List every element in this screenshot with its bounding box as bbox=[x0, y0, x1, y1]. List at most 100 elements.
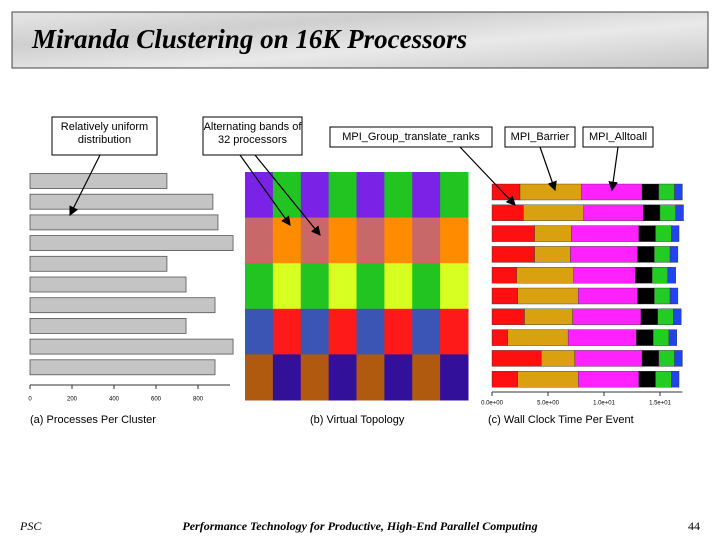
caption: (a) Processes Per Cluster bbox=[30, 414, 156, 426]
bar-segment bbox=[491, 308, 525, 325]
topology-cell bbox=[440, 354, 469, 401]
arrow bbox=[254, 154, 321, 236]
bar-segment bbox=[491, 329, 508, 346]
bar-segment bbox=[668, 329, 678, 346]
topology-cell bbox=[272, 354, 302, 401]
topology-cell bbox=[412, 172, 441, 219]
footer-center: Performance Technology for Productive, H… bbox=[182, 519, 537, 533]
callout-box bbox=[329, 126, 493, 148]
bar bbox=[29, 359, 216, 376]
figure: 0 200 400 600 800 (a) Processes Per Cluster (b… bbox=[28, 172, 684, 426]
callout: Relatively uniform distribution bbox=[60, 121, 149, 146]
bar-segment bbox=[674, 350, 683, 367]
slide-title: Miranda Clustering on 16K Processors bbox=[31, 24, 467, 54]
topology-cell bbox=[356, 308, 385, 355]
topology-cell bbox=[356, 217, 385, 264]
bar bbox=[29, 317, 187, 334]
bar-segment bbox=[491, 183, 521, 201]
topology-cell bbox=[356, 354, 385, 401]
topology-cell bbox=[300, 217, 330, 264]
x-tick-label: 1.0e+01 bbox=[593, 401, 616, 407]
bar bbox=[29, 297, 216, 314]
bar-segment bbox=[659, 204, 676, 222]
bar-segment bbox=[507, 329, 569, 346]
bar-segment bbox=[669, 287, 679, 305]
title-bar bbox=[11, 11, 709, 69]
bar-segment bbox=[534, 225, 572, 242]
bar bbox=[29, 235, 234, 252]
x-tick-label: 600 bbox=[151, 397, 162, 403]
x-tick-label: 0.0e+00 bbox=[481, 401, 504, 407]
bar-segment bbox=[583, 204, 644, 222]
bar bbox=[29, 193, 214, 210]
arrow bbox=[239, 154, 291, 226]
page-number: 44 bbox=[688, 519, 700, 533]
bar-segment bbox=[641, 350, 660, 367]
bar-segment bbox=[491, 287, 518, 305]
bar-segment bbox=[658, 183, 675, 201]
topology-cell bbox=[384, 354, 413, 401]
callout-text: Relatively uniform distribution bbox=[60, 121, 149, 146]
bar-segment bbox=[636, 329, 654, 346]
bar-segment bbox=[637, 246, 655, 263]
bar-segment bbox=[574, 350, 643, 367]
bar-segment bbox=[674, 183, 683, 201]
topology-cell bbox=[328, 308, 357, 355]
bar-segment bbox=[654, 246, 671, 263]
bar-segment bbox=[640, 308, 658, 325]
callout-text: MPI_Barrier bbox=[511, 131, 570, 143]
arrows bbox=[69, 146, 619, 236]
footer-left: PSC bbox=[19, 519, 42, 533]
bar-segment bbox=[654, 287, 671, 305]
bar-segment bbox=[657, 308, 674, 325]
callout-text: MPI_Group_translate_ranks bbox=[342, 131, 480, 143]
bar-segment bbox=[524, 308, 573, 325]
topology-cell bbox=[412, 308, 441, 355]
bar-segment bbox=[635, 267, 653, 284]
topology-cell bbox=[384, 172, 413, 219]
bar-segment bbox=[671, 371, 680, 388]
topology-cell bbox=[412, 354, 441, 401]
topology-cell bbox=[328, 263, 357, 310]
topology-cell bbox=[300, 172, 330, 219]
topology-cell bbox=[300, 308, 330, 355]
bar-segment bbox=[653, 329, 670, 346]
callout-box bbox=[202, 116, 303, 156]
bar-segment bbox=[541, 350, 576, 367]
topology-cell bbox=[272, 217, 302, 264]
topology-cell bbox=[328, 172, 357, 219]
bar bbox=[29, 173, 168, 189]
callout: Alternating bands of 32 processors bbox=[204, 121, 302, 146]
topology-cell bbox=[328, 354, 357, 401]
bar-segment bbox=[669, 246, 679, 263]
bar-segment bbox=[578, 287, 638, 305]
topology-cell bbox=[272, 263, 302, 310]
topology-cell bbox=[328, 217, 357, 264]
bar bbox=[29, 276, 187, 293]
bar-segment bbox=[491, 246, 535, 263]
bar-segment bbox=[491, 371, 518, 388]
bar-segment bbox=[534, 246, 571, 263]
topology-cell bbox=[245, 354, 274, 401]
bar-segment bbox=[517, 371, 579, 388]
bar-segment bbox=[519, 183, 582, 201]
x-tick-label: 5.0e+00 bbox=[537, 401, 560, 407]
topology-cell bbox=[440, 263, 469, 310]
topology-cell bbox=[245, 217, 274, 264]
topology-cell bbox=[440, 308, 469, 355]
bar-segment bbox=[517, 287, 579, 305]
arrow bbox=[539, 146, 557, 192]
topology-cell bbox=[356, 263, 385, 310]
caption: (c) Wall Clock Time Per Event bbox=[488, 414, 634, 426]
x-tick-label: 200 bbox=[67, 397, 78, 403]
bar-segment bbox=[641, 183, 660, 201]
x-tick-label: 1.5e+01 bbox=[649, 401, 672, 407]
topology-cell bbox=[245, 308, 274, 355]
bar-segment bbox=[491, 350, 542, 367]
bar-segment bbox=[638, 371, 656, 388]
bar-segment bbox=[573, 267, 636, 284]
bar-segment bbox=[491, 204, 524, 222]
arrow bbox=[69, 154, 101, 217]
topology-cell bbox=[440, 172, 469, 219]
